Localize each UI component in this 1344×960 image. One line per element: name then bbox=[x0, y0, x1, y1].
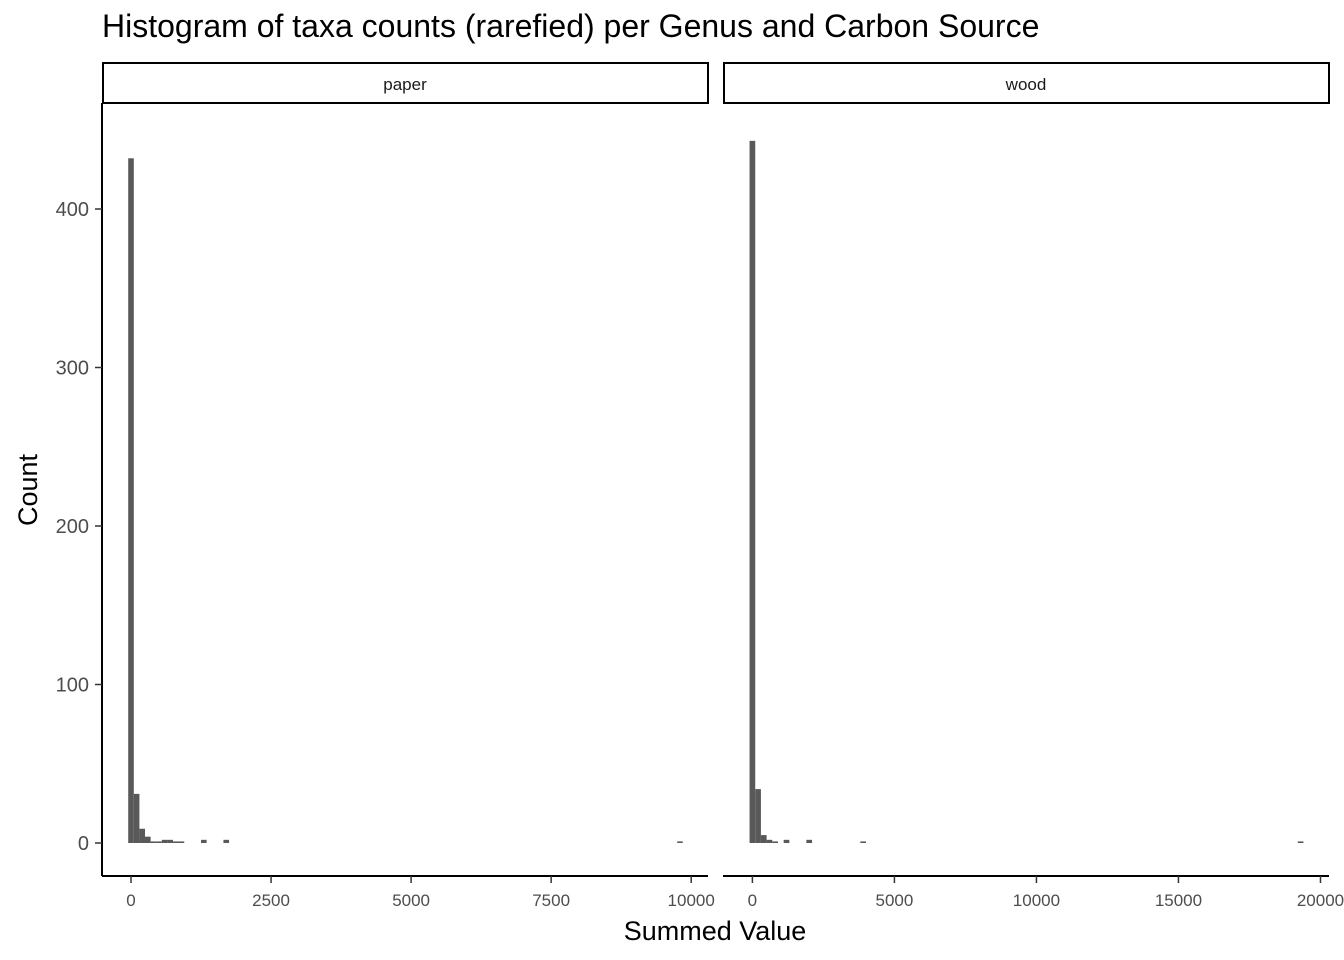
y-axis-title: Count bbox=[13, 453, 43, 526]
strip-wood bbox=[723, 62, 1330, 104]
bar-wood-3 bbox=[766, 839, 773, 843]
bar-wood-0 bbox=[749, 140, 756, 844]
bar-paper-1 bbox=[133, 793, 140, 843]
chart-title: Histogram of taxa counts (rarefied) per … bbox=[102, 8, 1040, 44]
bar-wood-5 bbox=[783, 839, 790, 843]
y-tick-label: 200 bbox=[56, 516, 89, 538]
y-tick-label: 100 bbox=[56, 675, 89, 697]
strip-label-wood: wood bbox=[1005, 75, 1047, 94]
bar-paper-6 bbox=[161, 839, 168, 843]
bar-wood-6 bbox=[806, 839, 813, 843]
bar-wood-8 bbox=[1297, 841, 1304, 843]
y-tick-label: 300 bbox=[56, 358, 89, 380]
bar-wood-7 bbox=[860, 841, 867, 843]
x-tick-label: 5000 bbox=[876, 891, 914, 910]
bar-paper-7 bbox=[167, 839, 174, 843]
x-ticks-wood: 0 5000 10000 15000 20000 bbox=[748, 876, 1344, 910]
x-axis-title: Summed Value bbox=[624, 916, 807, 946]
bar-wood-4 bbox=[772, 841, 778, 843]
x-tick-label: 20000 bbox=[1297, 891, 1344, 910]
x-tick-label: 10000 bbox=[1013, 891, 1060, 910]
bar-paper-0 bbox=[128, 158, 134, 843]
bar-wood-2 bbox=[760, 835, 767, 843]
bars-wood bbox=[749, 140, 1304, 844]
x-tick-label: 0 bbox=[126, 891, 135, 910]
x-tick-label: 10000 bbox=[668, 891, 715, 910]
bar-paper-12 bbox=[677, 841, 683, 843]
bar-paper-11 bbox=[223, 839, 230, 843]
bar-paper-3 bbox=[145, 836, 151, 843]
bar-paper-2 bbox=[139, 828, 146, 843]
y-ticks: 0 100 200 300 400 bbox=[56, 199, 102, 855]
strip-paper bbox=[102, 62, 709, 104]
y-tick-label: 400 bbox=[56, 199, 89, 221]
x-tick-label: 2500 bbox=[252, 891, 290, 910]
x-tick-label: 15000 bbox=[1155, 891, 1202, 910]
x-ticks-paper: 0 2500 5000 7500 10000 bbox=[126, 876, 715, 910]
strip-label-paper: paper bbox=[383, 75, 427, 94]
bar-wood-1 bbox=[755, 789, 761, 843]
x-tick-label: 5000 bbox=[392, 891, 430, 910]
bar-paper-4 bbox=[150, 841, 157, 843]
facet-wood: wood 0 5000 10000 15000 20000 bbox=[723, 62, 1344, 910]
x-tick-label: 0 bbox=[748, 891, 757, 910]
bar-paper-5 bbox=[156, 841, 162, 843]
bar-paper-9 bbox=[178, 841, 185, 843]
x-tick-label: 7500 bbox=[532, 891, 570, 910]
bar-paper-10 bbox=[201, 839, 207, 843]
bar-paper-8 bbox=[173, 841, 179, 843]
bars-paper bbox=[128, 158, 683, 843]
y-tick-label: 0 bbox=[78, 833, 89, 855]
facet-paper: paper 0 2500 5000 7500 10000 0 100 200 300 400 bbox=[56, 62, 715, 910]
